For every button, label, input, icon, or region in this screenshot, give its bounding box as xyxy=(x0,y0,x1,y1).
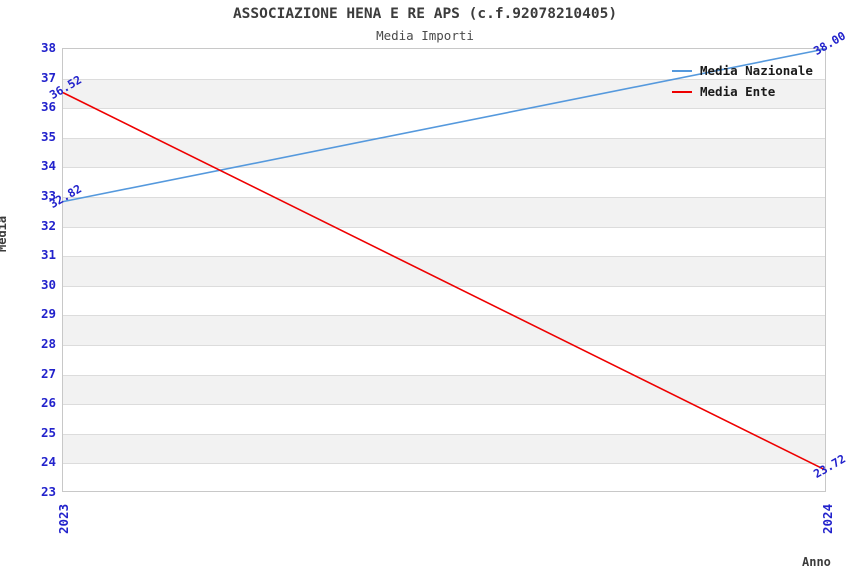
page-title: ASSOCIAZIONE HENA E RE APS (c.f.92078210… xyxy=(232,6,618,22)
y-axis-title: Media xyxy=(0,215,9,252)
series-line-media-nazionale xyxy=(62,48,826,203)
series-line-media-ente xyxy=(62,91,826,471)
gridline xyxy=(63,197,825,198)
x-tick-label: 2023 xyxy=(56,503,71,534)
gridline xyxy=(63,374,825,376)
y-tick-label: 27 xyxy=(40,365,56,381)
legend-item-media-ente[interactable]: Media Ente xyxy=(672,81,812,102)
chart-page: ASSOCIAZIONE HENA E RE APS (c.f.92078210… xyxy=(0,6,848,569)
gridline xyxy=(63,256,825,258)
plot-band xyxy=(63,433,825,464)
y-tick-label: 30 xyxy=(40,276,56,292)
y-tick-label: 32 xyxy=(40,217,56,233)
y-tick-label: 26 xyxy=(40,395,56,411)
y-tick-label: 38 xyxy=(40,40,56,55)
y-tick-label: 34 xyxy=(40,158,56,174)
legend-item-media-nazionale[interactable]: Media Nazionale xyxy=(672,60,813,81)
gridline xyxy=(63,137,825,139)
gridline xyxy=(63,463,825,465)
gridline xyxy=(63,345,825,346)
plot-band xyxy=(63,197,825,227)
y-tick-label: 33 xyxy=(40,188,56,203)
y-tick-label: 31 xyxy=(40,247,56,263)
y-tick-label: 24 xyxy=(40,454,56,470)
legend-swatch-media-nazionale xyxy=(672,69,692,72)
plot-band xyxy=(63,137,825,168)
gridline xyxy=(63,315,825,317)
x-tick-label: 2024 xyxy=(820,503,835,534)
y-tick-label: 23 xyxy=(40,484,56,499)
chart-legend: Media Nazionale Media Ente xyxy=(672,60,813,102)
plot-band xyxy=(63,374,825,405)
gridline xyxy=(63,285,825,287)
plot-area xyxy=(62,48,826,492)
plot-band xyxy=(63,78,825,109)
gridline xyxy=(63,167,825,169)
legend-label-media-nazionale: Media Nazionale xyxy=(700,63,813,78)
gridline xyxy=(63,404,825,406)
x-axis-title: Anno xyxy=(802,555,831,569)
y-tick-label: 25 xyxy=(40,424,56,440)
y-tick-label: 35 xyxy=(40,128,56,144)
plot-band xyxy=(63,315,825,345)
y-tick-label: 28 xyxy=(40,336,56,351)
gridline xyxy=(63,433,825,435)
legend-label-media-ente: Media Ente xyxy=(700,84,776,99)
page-subtitle: Media Importi xyxy=(376,28,474,43)
gridline xyxy=(63,226,825,228)
gridline xyxy=(63,78,825,80)
y-tick-label: 37 xyxy=(40,69,56,85)
gridline xyxy=(63,108,825,110)
series-lines xyxy=(62,48,826,471)
y-tick-label: 29 xyxy=(40,306,56,322)
legend-swatch-media-ente xyxy=(672,90,692,93)
y-tick-label: 36 xyxy=(40,99,56,115)
